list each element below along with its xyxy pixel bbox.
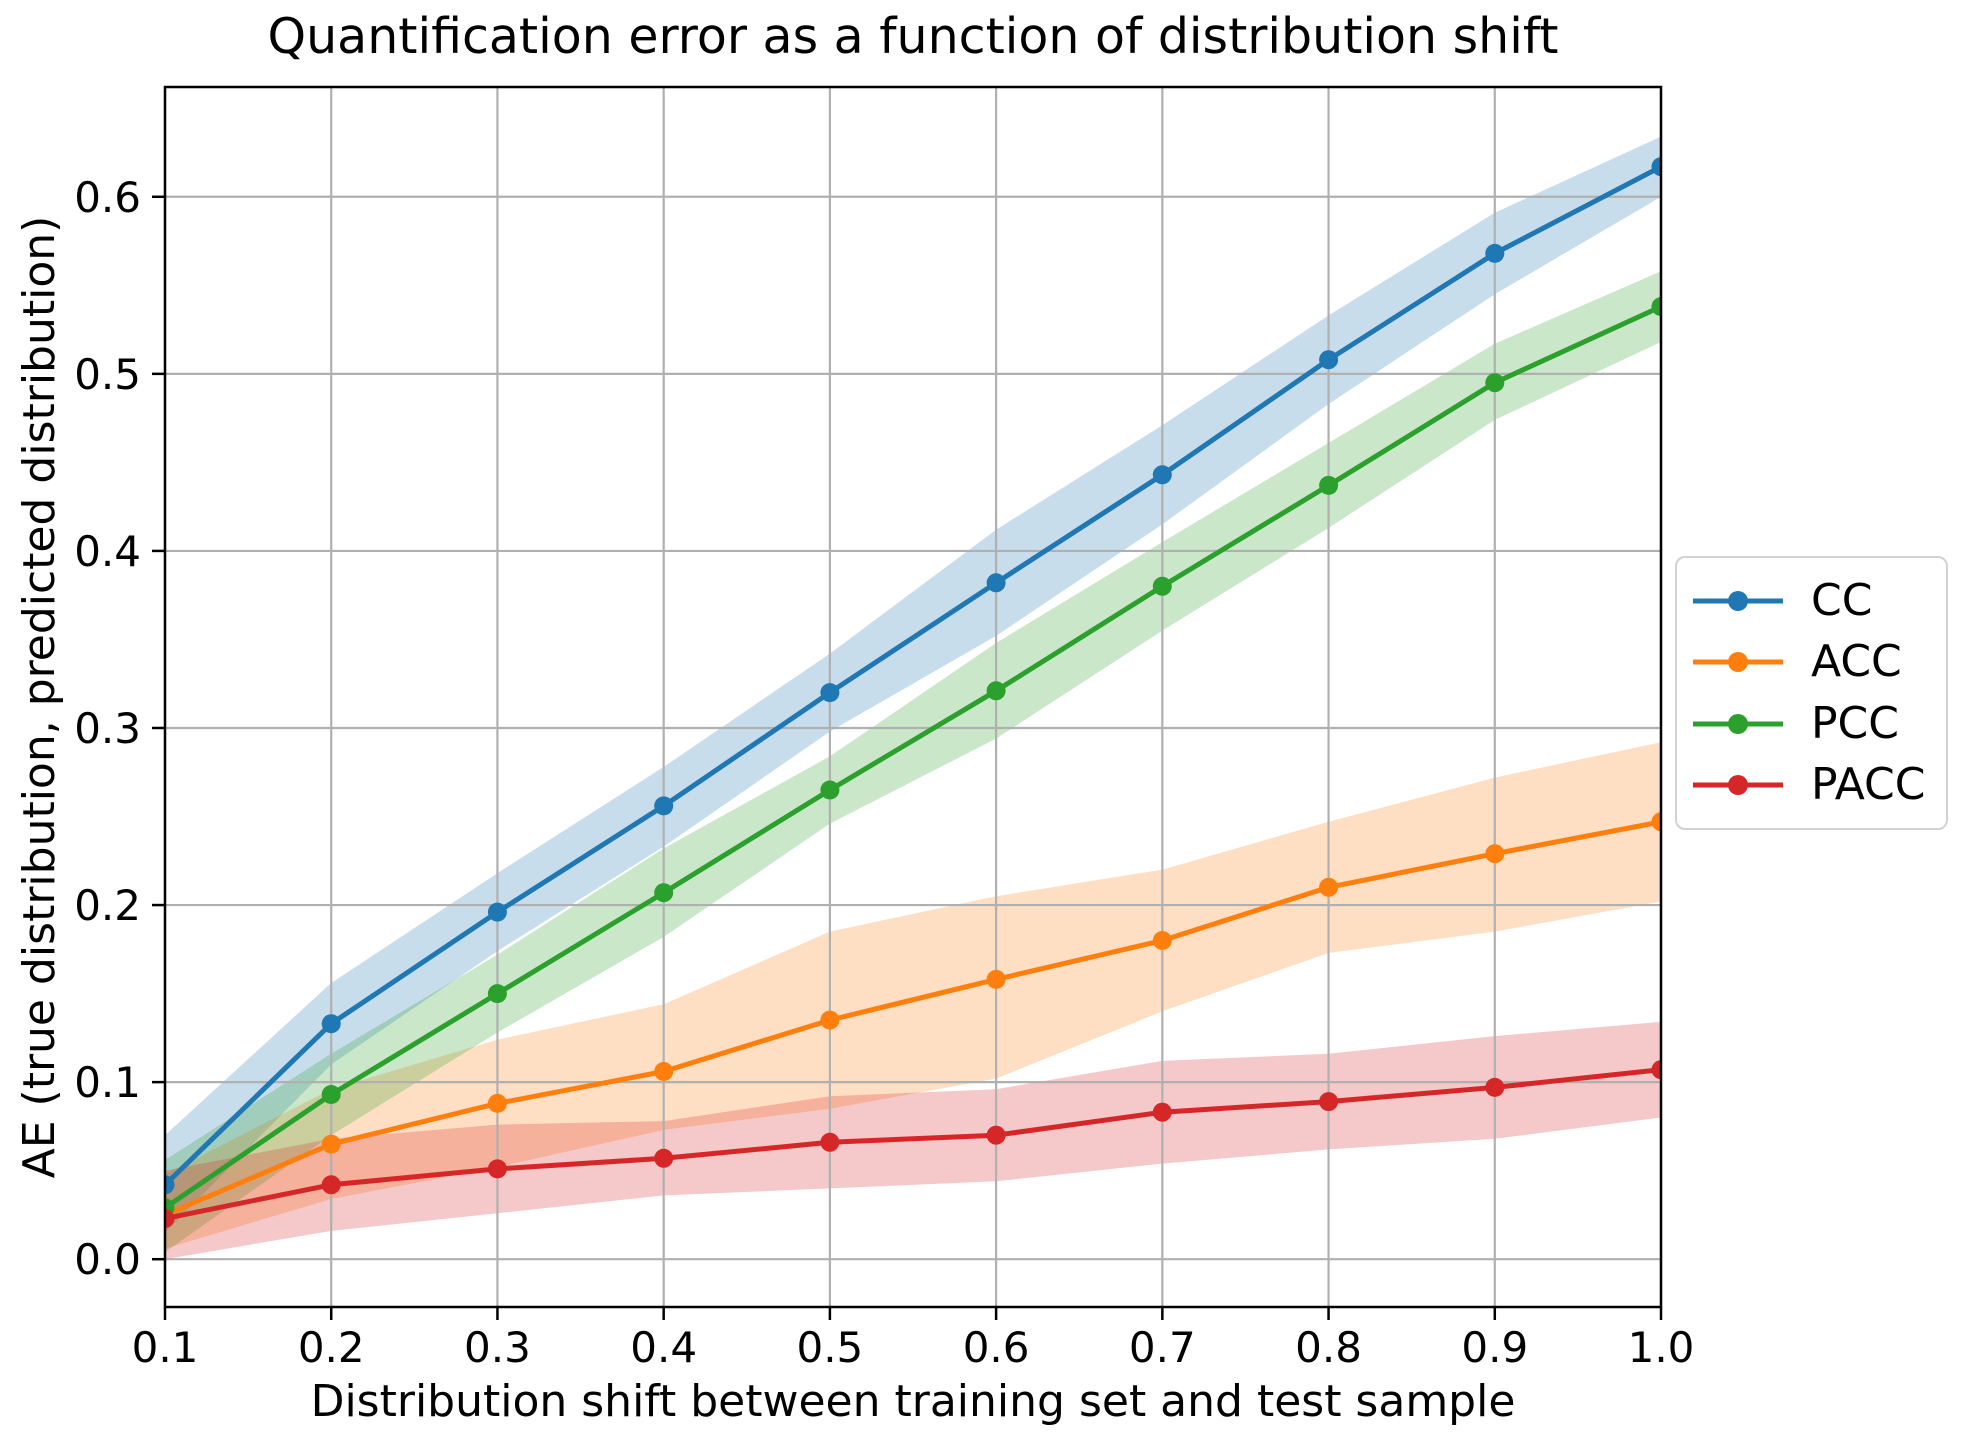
marker-PACC-0.5 [820, 1132, 840, 1152]
legend-label-CC: CC [1811, 575, 1873, 627]
x-tick-label-0.1: 0.1 [132, 1323, 199, 1372]
marker-PCC-0.2 [321, 1085, 341, 1104]
marker-PACC-1.0 [1651, 1060, 1661, 1080]
marker-PACC-0.7 [1152, 1102, 1172, 1122]
marker-ACC-0.3 [487, 1093, 507, 1113]
marker-CC-0.6 [986, 573, 1006, 593]
marker-PCC-0.5 [820, 780, 840, 800]
y-tick-label-0.6: 0.6 [74, 173, 141, 222]
y-tick-label-0.2: 0.2 [74, 881, 141, 930]
y-tick-label-0.4: 0.4 [74, 527, 141, 576]
marker-PCC-1.0 [1651, 297, 1661, 317]
marker-CC-1.0 [1651, 157, 1661, 177]
marker-CC-0.8 [1319, 350, 1339, 370]
x-tick-label-1.0: 1.0 [1628, 1323, 1695, 1372]
y-tick-label-0.1: 0.1 [74, 1058, 141, 1107]
marker-PACC-0.6 [986, 1125, 1006, 1145]
marker-PCC-0.6 [986, 681, 1006, 701]
series-line-PCC [165, 304, 1661, 1210]
marker-ACC-0.9 [1485, 844, 1505, 864]
legend-marker-PCC [1728, 713, 1748, 734]
x-tick-label-0.4: 0.4 [630, 1323, 697, 1372]
marker-PACC-0.8 [1319, 1092, 1339, 1112]
legend-sample-ACC [1693, 652, 1783, 673]
x-tick-label-0.9: 0.9 [1461, 1323, 1528, 1372]
marker-CC-0.7 [1152, 465, 1172, 485]
marker-ACC-0.7 [1152, 931, 1172, 950]
marker-PCC-0.9 [1485, 373, 1505, 393]
y-tick-label-0.3: 0.3 [74, 704, 141, 753]
marker-PACC-0.1 [165, 1209, 175, 1228]
marker-ACC-0.6 [986, 969, 1006, 989]
marker-ACC-0.8 [1319, 877, 1339, 897]
series-band-PCC [165, 271, 1661, 1253]
marker-PCC-0.4 [654, 883, 674, 903]
marker-PCC-0.3 [487, 984, 507, 1004]
y-tick-label-0.0: 0.0 [74, 1235, 141, 1284]
marker-PACC-0.9 [1485, 1077, 1505, 1097]
grid-layer [163, 87, 1663, 1307]
legend-entry-CC: CC [1677, 579, 1946, 623]
x-tick-label-0.7: 0.7 [1129, 1323, 1196, 1372]
marker-PACC-0.3 [487, 1159, 507, 1179]
marker-CC-0.3 [487, 902, 507, 922]
legend-label-PCC: PCC [1811, 697, 1899, 749]
legend-sample-CC [1693, 591, 1783, 612]
legend-label-ACC: ACC [1811, 636, 1902, 688]
legend-sample-PCC [1693, 713, 1783, 734]
x-tick-label-0.6: 0.6 [963, 1323, 1030, 1372]
series-line-PACC [165, 1067, 1661, 1221]
marker-PACC-0.2 [321, 1175, 341, 1195]
marker-ACC-0.4 [654, 1062, 674, 1081]
x-tick-label-0.8: 0.8 [1295, 1323, 1362, 1372]
x-axis-label: Distribution shift between training set … [310, 1376, 1516, 1427]
marker-PACC-0.4 [654, 1148, 674, 1168]
legend-label-PACC: PACC [1811, 758, 1926, 810]
series-line-CC [165, 164, 1661, 1187]
y-tick-label-0.5: 0.5 [74, 350, 141, 399]
axes-spines [163, 85, 1663, 1309]
x-tick-label-0.2: 0.2 [298, 1323, 365, 1372]
tick-layer: 0.1 0.2 0.3 0.4 0.5 0.6 0.7 0.8 0.9 1.0 0.0 0.1 0.2 0… [74, 173, 1694, 1372]
series-band-ACC [165, 742, 1661, 1249]
legend-entry-PCC: PCC [1677, 697, 1946, 749]
marker-CC-0.4 [654, 796, 674, 816]
x-tick-label-0.5: 0.5 [796, 1323, 863, 1372]
x-tick-label-0.3: 0.3 [464, 1323, 531, 1372]
marker-PCC-0.7 [1152, 576, 1172, 596]
marker-CC-0.5 [820, 683, 840, 703]
legend-sample-PACC [1693, 774, 1783, 795]
series-band-CC [165, 136, 1661, 1233]
legend-entry-PACC: PACC [1677, 758, 1946, 810]
marker-CC-0.9 [1485, 243, 1505, 263]
legend-box: CC ACC PCC PACC [1675, 556, 1948, 830]
chart-title: Quantification error as a function of di… [267, 8, 1559, 65]
marker-PCC-0.8 [1319, 475, 1339, 495]
legend-marker-ACC [1728, 652, 1748, 673]
legend-entry-ACC: ACC [1677, 640, 1946, 684]
line-layer [165, 157, 1661, 1228]
series-line-ACC [165, 819, 1661, 1218]
marker-CC-0.2 [321, 1014, 341, 1034]
marker-ACC-1.0 [1651, 812, 1661, 832]
legend-marker-PACC [1728, 774, 1748, 795]
marker-ACC-0.5 [820, 1010, 840, 1030]
marker-CC-0.1 [165, 1175, 175, 1195]
legend-marker-CC [1728, 591, 1748, 612]
marker-ACC-0.2 [321, 1134, 341, 1154]
